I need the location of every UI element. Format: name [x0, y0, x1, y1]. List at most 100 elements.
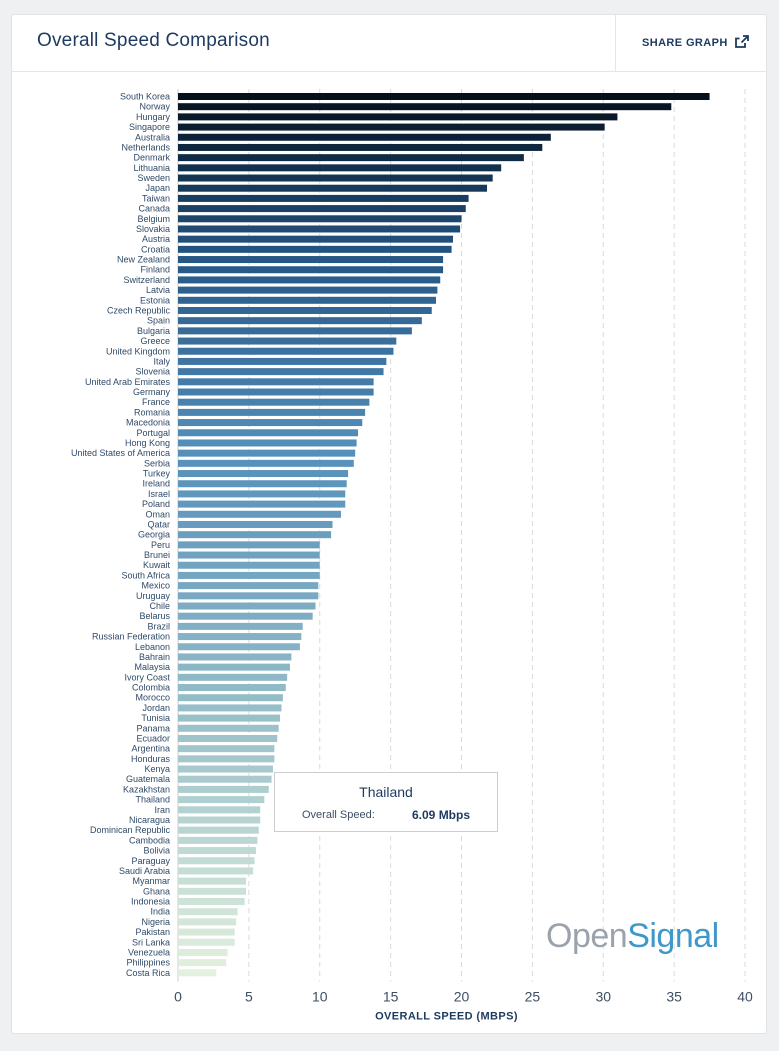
bar [178, 734, 278, 742]
x-tick-label: 5 [245, 989, 253, 1005]
category-label: Bolivia [143, 846, 170, 856]
category-label: Oman [145, 509, 170, 519]
bar [178, 582, 319, 590]
category-label: Netherlands [121, 142, 170, 152]
category-label: Ivory Coast [124, 672, 170, 682]
bar [178, 531, 332, 539]
bar-chart: 0 5 10 15 20 25 30 35 40 South KoreaNorwayHungary… [71, 89, 753, 1023]
bar [178, 235, 453, 243]
category-label: Macedonia [126, 418, 170, 428]
category-label: Croatia [141, 244, 170, 254]
bar [178, 215, 462, 223]
share-graph-button[interactable]: SHARE GRAPH [615, 15, 766, 71]
x-tick-label: 15 [383, 989, 399, 1005]
category-label: Mexico [141, 581, 170, 591]
bar [178, 796, 265, 804]
bar [178, 918, 237, 926]
category-label: Latvia [146, 285, 170, 295]
category-label: Jordan [142, 703, 170, 713]
bar [178, 306, 432, 314]
bar [178, 959, 227, 967]
category-label: Sweden [137, 173, 170, 183]
bar [178, 938, 235, 946]
category-label: Finland [140, 265, 170, 275]
category-label: Nicaragua [129, 815, 170, 825]
bar [178, 765, 273, 773]
bar [178, 969, 217, 977]
bar [178, 948, 228, 956]
bar [178, 745, 275, 753]
category-label: Argentina [131, 744, 170, 754]
bar [178, 286, 438, 294]
bar [178, 388, 374, 396]
bar [178, 551, 320, 559]
category-label: Serbia [144, 458, 170, 468]
category-label: Colombia [132, 683, 170, 693]
bar [178, 704, 282, 712]
bar [178, 724, 279, 732]
category-label: Ecuador [136, 733, 170, 743]
bar [178, 694, 283, 702]
category-label: Spain [147, 316, 170, 326]
bar [178, 245, 452, 253]
page-title: Overall Speed Comparison [37, 30, 270, 51]
card-header: Overall Speed Comparison SHARE GRAPH [12, 15, 766, 72]
category-label: United Kingdom [106, 346, 170, 356]
category-label: India [150, 907, 170, 917]
category-label: Italy [153, 356, 170, 366]
chart-card: Overall Speed Comparison SHARE GRAPH 0 5 1… [11, 14, 767, 1034]
category-label: Slovenia [135, 367, 170, 377]
category-label: Dominican Republic [90, 825, 171, 835]
category-label: South Africa [121, 570, 170, 580]
category-label: Venezuela [128, 947, 170, 957]
bar [178, 378, 374, 386]
bar [178, 928, 235, 936]
bar [178, 317, 422, 325]
bar [178, 357, 387, 365]
category-label: Japan [145, 183, 170, 193]
bar [178, 296, 436, 304]
bar [178, 887, 247, 895]
category-label: Kazakhstan [123, 784, 170, 794]
bar [178, 836, 258, 844]
bar [178, 205, 466, 213]
category-label: Ireland [142, 479, 170, 489]
category-label: Hungary [136, 112, 171, 122]
category-label: Greece [140, 336, 170, 346]
logo-open: Open [546, 917, 628, 955]
bar [178, 368, 384, 376]
bar [178, 398, 370, 406]
bar [178, 429, 359, 437]
category-label: Guatemala [126, 774, 170, 784]
category-label: Bahrain [139, 652, 170, 662]
category-label: Belarus [139, 611, 170, 621]
tooltip-label: Overall Speed: [302, 809, 375, 821]
bar [178, 93, 710, 100]
category-label: Malaysia [134, 662, 170, 672]
bar [178, 276, 441, 284]
bar [178, 500, 346, 508]
bar [178, 857, 255, 865]
bar [178, 673, 288, 681]
category-label: Kenya [144, 764, 170, 774]
category-label: Costa Rica [126, 968, 170, 978]
tooltip-value: 6.09 Mbps [412, 808, 471, 822]
category-label: Myanmar [132, 876, 170, 886]
category-label: Hong Kong [125, 438, 170, 448]
category-label: Turkey [143, 469, 171, 479]
x-tick-label: 20 [454, 989, 470, 1005]
category-label: United States of America [71, 448, 170, 458]
bar [178, 184, 488, 192]
bar [178, 419, 363, 427]
bar [178, 592, 319, 600]
category-label: Saudi Arabia [119, 866, 170, 876]
category-label: Lithuania [133, 163, 170, 173]
bar [178, 816, 261, 824]
bar [178, 154, 524, 162]
category-label: Czech Republic [107, 305, 171, 315]
bar [178, 663, 290, 671]
bar [178, 612, 313, 620]
category-label: Slovakia [136, 224, 170, 234]
category-label: Australia [135, 132, 170, 142]
category-label: Indonesia [131, 897, 170, 907]
